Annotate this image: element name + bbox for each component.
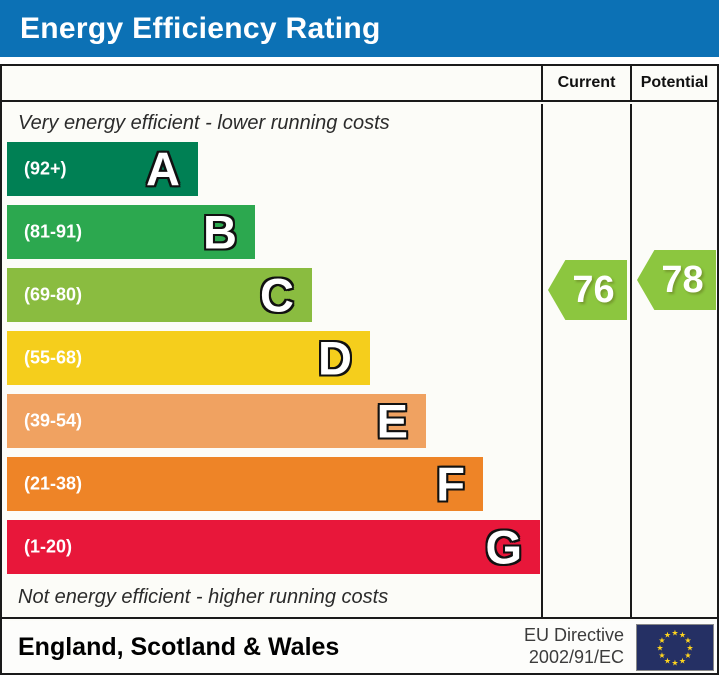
- svg-text:★: ★: [656, 643, 663, 652]
- current-rating-value: 76: [572, 268, 615, 311]
- svg-text:★: ★: [664, 656, 671, 665]
- band-range-label: (69-80): [24, 284, 83, 305]
- bottom-note: Not energy efficient - higher running co…: [18, 586, 389, 608]
- top-note: Very energy efficient - lower running co…: [18, 112, 390, 134]
- svg-text:★: ★: [684, 636, 691, 645]
- svg-text:★: ★: [664, 630, 671, 639]
- band-bar-g: (1-20) G: [7, 520, 540, 574]
- chart-body: Very energy efficient - lower running co…: [2, 104, 717, 617]
- chart-frame: Current Potential Very energy efficient …: [0, 64, 719, 675]
- band-range-label: (55-68): [24, 347, 83, 368]
- potential-column-header: Potential: [630, 66, 717, 100]
- svg-text:★: ★: [679, 656, 686, 665]
- band-bar-d: (55-68) D: [7, 331, 370, 385]
- svg-text:★: ★: [686, 643, 693, 652]
- band-range-label: (81-91): [24, 221, 83, 242]
- band-letter: C: [260, 268, 294, 322]
- band-range-label: (21-38): [24, 473, 83, 494]
- title-bar: Energy Efficiency Rating: [0, 0, 719, 57]
- svg-text:★: ★: [658, 651, 665, 660]
- svg-text:★: ★: [671, 658, 678, 667]
- eu-flag-icon: ★ ★ ★ ★ ★ ★ ★ ★ ★ ★ ★ ★: [636, 623, 714, 671]
- potential-column-divider: [630, 104, 632, 617]
- svg-text:★: ★: [679, 630, 686, 639]
- current-column-divider: [541, 104, 543, 617]
- column-header-row: Current Potential: [2, 66, 717, 102]
- band-range-label: (92+): [24, 158, 67, 179]
- band-letter: G: [485, 520, 522, 574]
- eu-directive-line2: 2002/91/EC: [528, 647, 624, 667]
- band-bar-e: (39-54) E: [7, 394, 426, 448]
- eu-directive-line1: EU Directive: [523, 625, 624, 646]
- band-bar-a: (92+) A: [7, 142, 198, 196]
- current-column-header: Current: [541, 66, 630, 100]
- band-bar-b: (81-91) B: [7, 205, 255, 259]
- band-letter: B: [203, 205, 237, 259]
- region-label: England, Scotland & Wales: [18, 632, 340, 661]
- svg-text:★: ★: [684, 651, 691, 660]
- rating-bands: (92+) A (81-91) B (69-80) C (55-68) D: [7, 142, 541, 583]
- band-bar-f: (21-38) F: [7, 457, 483, 511]
- band-letter: A: [146, 142, 180, 196]
- potential-rating-value: 78: [661, 258, 704, 301]
- potential-rating-arrow: 78: [637, 250, 716, 310]
- band-letter: F: [436, 457, 465, 511]
- band-bar-c: (69-80) C: [7, 268, 312, 322]
- footer-bar: England, Scotland & Wales EU Directive 2…: [2, 621, 717, 673]
- directive-group: EU Directive 2002/91/EC ★ ★ ★ ★ ★ ★ ★: [524, 623, 714, 671]
- band-range-label: (1-20): [24, 536, 73, 557]
- svg-text:★: ★: [671, 628, 678, 637]
- eu-directive-label: EU Directive 2002/91/EC: [524, 625, 624, 669]
- current-rating-arrow: 76: [548, 260, 627, 320]
- band-letter: E: [376, 394, 408, 448]
- page-title: Energy Efficiency Rating: [20, 11, 381, 45]
- band-letter: D: [318, 331, 352, 385]
- svg-text:★: ★: [658, 636, 665, 645]
- band-range-label: (39-54): [24, 410, 83, 431]
- chart-area: Current Potential Very energy efficient …: [2, 66, 717, 619]
